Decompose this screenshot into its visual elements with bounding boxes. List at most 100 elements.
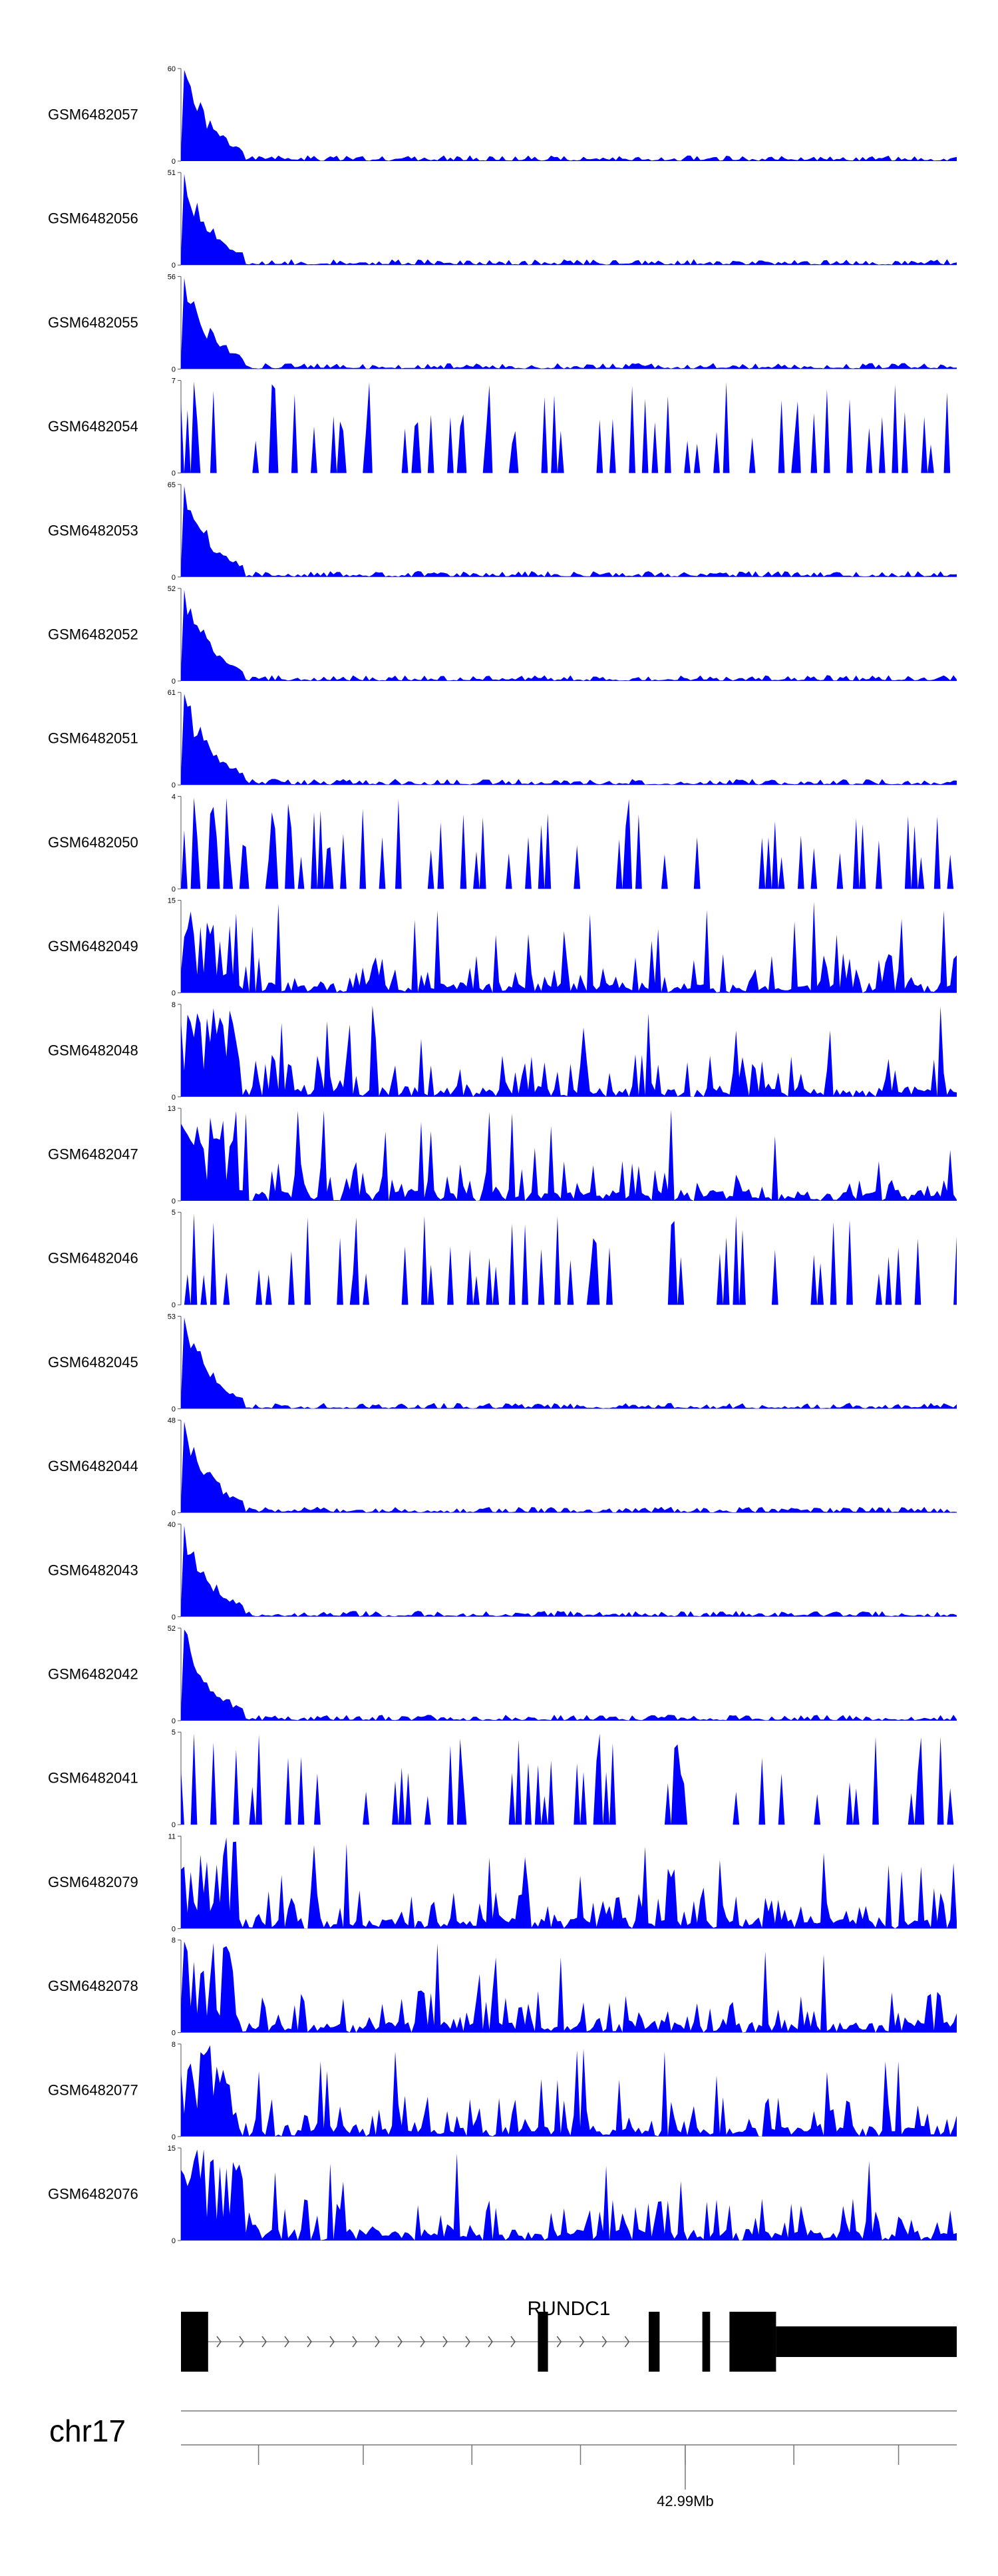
track-label-gsm6482057: GSM6482057	[48, 107, 138, 123]
strand-arrow	[352, 2336, 357, 2348]
strand-arrow	[624, 2336, 630, 2348]
axis-position-label: 42.99Mb	[657, 2493, 714, 2509]
y-max-label-gsm6482048: 8	[172, 1001, 176, 1009]
strand-arrow	[329, 2336, 335, 2348]
track-label-gsm6482053: GSM6482053	[48, 522, 138, 538]
y-min-label-gsm6482076: 0	[172, 2237, 176, 2245]
y-max-label-gsm6482042: 52	[168, 1625, 176, 1633]
y-max-label-gsm6482051: 61	[168, 689, 176, 697]
strand-arrow	[216, 2336, 222, 2348]
y-max-label-gsm6482056: 51	[168, 169, 176, 177]
track-label-gsm6482050: GSM6482050	[48, 834, 138, 851]
y-min-label-gsm6482053: 0	[172, 574, 176, 582]
coverage-area-gsm6482052	[181, 590, 957, 681]
track-label-gsm6482045: GSM6482045	[48, 1354, 138, 1371]
y-max-label-gsm6482043: 40	[168, 1521, 176, 1529]
track-label-gsm6482048: GSM6482048	[48, 1042, 138, 1058]
strand-arrow	[488, 2336, 493, 2348]
y-max-label-gsm6482045: 53	[168, 1313, 176, 1321]
y-min-label-gsm6482041: 0	[172, 1821, 176, 1829]
y-min-label-gsm6482048: 0	[172, 1094, 176, 1102]
y-min-label-gsm6482043: 0	[172, 1613, 176, 1621]
y-min-label-gsm6482079: 0	[172, 1925, 176, 1933]
y-max-label-gsm6482053: 65	[168, 481, 176, 489]
gene-exon-6	[776, 2326, 957, 2357]
y-max-label-gsm6482077: 8	[172, 2041, 176, 2049]
y-min-label-gsm6482049: 0	[172, 990, 176, 998]
y-min-label-gsm6482047: 0	[172, 1197, 176, 1205]
gene-exon-2	[538, 2312, 548, 2372]
y-min-label-gsm6482044: 0	[172, 1510, 176, 1518]
track-label-gsm6482079: GSM6482079	[48, 1874, 138, 1890]
coverage-area-gsm6482043	[181, 1525, 957, 1617]
y-max-label-gsm6482057: 60	[168, 65, 176, 73]
track-label-gsm6482051: GSM6482051	[48, 730, 138, 747]
strand-arrow	[442, 2336, 448, 2348]
track-label-gsm6482047: GSM6482047	[48, 1146, 138, 1163]
coverage-area-gsm6482050	[181, 797, 957, 889]
coverage-area-gsm6482078	[181, 1941, 957, 2033]
strand-arrow	[261, 2336, 267, 2348]
y-min-label-gsm6482056: 0	[172, 262, 176, 270]
coverage-area-gsm6482048	[181, 1005, 957, 1097]
y-max-label-gsm6482046: 5	[172, 1209, 176, 1217]
coverage-area-gsm6482047	[181, 1110, 957, 1201]
strand-arrow	[375, 2336, 380, 2348]
coverage-area-gsm6482046	[181, 1213, 957, 1305]
chromosome-label: chr17	[49, 2414, 126, 2448]
y-max-label-gsm6482052: 52	[168, 585, 176, 593]
track-label-gsm6482041: GSM6482041	[48, 1770, 138, 1787]
coverage-area-gsm6482076	[181, 2149, 957, 2241]
coverage-area-gsm6482049	[181, 901, 957, 993]
y-max-label-gsm6482076: 15	[168, 2145, 176, 2153]
coverage-area-gsm6482057	[181, 70, 957, 161]
y-min-label-gsm6482046: 0	[172, 1301, 176, 1309]
gene-exon-5	[729, 2312, 776, 2372]
coverage-area-gsm6482044	[181, 1421, 957, 1513]
track-label-gsm6482052: GSM6482052	[48, 626, 138, 643]
track-label-gsm6482049: GSM6482049	[48, 938, 138, 955]
y-max-label-gsm6482050: 4	[172, 793, 176, 801]
coverage-area-gsm6482042	[181, 1629, 957, 1721]
strand-arrow	[510, 2336, 516, 2348]
y-max-label-gsm6482078: 8	[172, 1937, 176, 1945]
coverage-area-gsm6482054	[181, 381, 957, 473]
y-max-label-gsm6482044: 48	[168, 1417, 176, 1425]
strand-arrow	[239, 2336, 244, 2348]
y-min-label-gsm6482050: 0	[172, 885, 176, 893]
track-label-gsm6482078: GSM6482078	[48, 1978, 138, 1994]
track-label-gsm6482042: GSM6482042	[48, 1666, 138, 1683]
y-min-label-gsm6482057: 0	[172, 158, 176, 166]
track-label-gsm6482056: GSM6482056	[48, 210, 138, 227]
y-min-label-gsm6482055: 0	[172, 365, 176, 373]
track-label-gsm6482044: GSM6482044	[48, 1458, 138, 1474]
y-min-label-gsm6482042: 0	[172, 1717, 176, 1725]
track-label-gsm6482077: GSM6482077	[48, 2081, 138, 2098]
strand-arrow	[465, 2336, 470, 2348]
y-min-label-gsm6482052: 0	[172, 678, 176, 686]
y-max-label-gsm6482055: 56	[168, 273, 176, 281]
coverage-area-gsm6482079	[181, 1837, 957, 1929]
coverage-area-gsm6482053	[181, 485, 957, 577]
strand-arrow	[579, 2336, 585, 2348]
coverage-area-gsm6482056	[181, 174, 957, 266]
track-label-gsm6482043: GSM6482043	[48, 1562, 138, 1578]
y-min-label-gsm6482045: 0	[172, 1405, 176, 1413]
coverage-area-gsm6482055	[181, 278, 957, 369]
strand-arrow	[601, 2336, 607, 2348]
track-label-gsm6482076: GSM6482076	[48, 2186, 138, 2203]
strand-arrow	[397, 2336, 403, 2348]
gene-exon-3	[649, 2312, 660, 2372]
strand-arrow	[556, 2336, 562, 2348]
y-min-label-gsm6482078: 0	[172, 2030, 176, 2038]
y-max-label-gsm6482041: 5	[172, 1729, 176, 1737]
coverage-area-gsm6482041	[181, 1733, 957, 1825]
gene-exon-1	[181, 2312, 208, 2372]
coverage-area-gsm6482051	[181, 694, 957, 785]
strand-arrow	[307, 2336, 312, 2348]
coverage-area-gsm6482045	[181, 1317, 957, 1409]
gene-exon-4	[702, 2312, 711, 2372]
y-max-label-gsm6482054: 7	[172, 377, 176, 385]
y-max-label-gsm6482079: 11	[168, 1832, 176, 1840]
